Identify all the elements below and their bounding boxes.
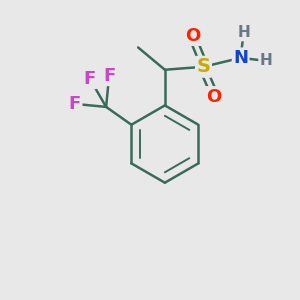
Text: F: F [69,95,81,113]
Text: O: O [185,27,201,45]
Text: F: F [103,67,115,85]
Text: O: O [206,88,221,106]
Text: N: N [233,49,248,67]
Text: H: H [260,53,272,68]
Text: F: F [84,70,96,88]
Text: S: S [196,57,211,76]
Text: H: H [237,25,250,40]
